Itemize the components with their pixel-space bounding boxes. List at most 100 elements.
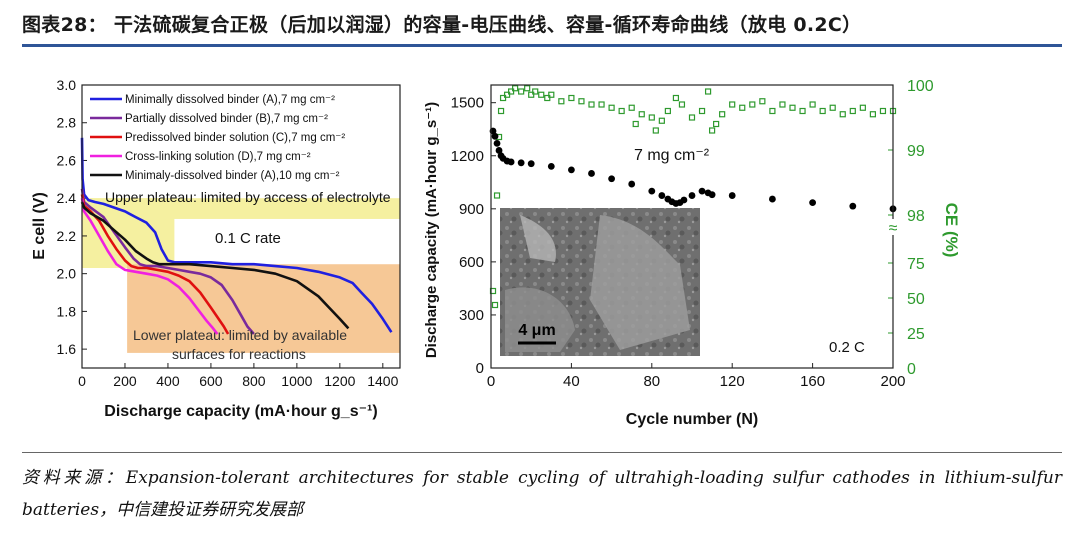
capacity-point [527, 160, 535, 168]
sem-particle [520, 215, 556, 262]
sem-particle [590, 215, 690, 350]
capacity-point [547, 162, 555, 170]
ce-point [769, 107, 776, 115]
y-tick-label: 2.8 [57, 115, 77, 131]
ce-tick-label: 98 [907, 208, 925, 225]
left-legend: Minimally dissolved binder (A),7 mg cm⁻²… [90, 94, 345, 182]
y-tick-label: 3.0 [57, 77, 77, 93]
ce-point [532, 88, 539, 95]
ce-point [638, 111, 645, 118]
legend-label-2: Partially dissolved binder (B),7 mg cm⁻² [125, 113, 328, 125]
ce-point [749, 101, 756, 108]
x-tick-label: 1200 [324, 373, 355, 389]
x-tick-label: 200 [880, 373, 905, 390]
x-tick-label: 0 [78, 373, 86, 389]
ce-point [729, 101, 736, 108]
y-tick-label: 2.4 [57, 190, 77, 206]
ce-point [698, 107, 706, 115]
ce-point [713, 120, 720, 128]
y-tick-label: 2.2 [57, 228, 77, 244]
x-tick-label: 800 [242, 373, 266, 389]
ce-point [739, 104, 746, 111]
capacity-points [489, 127, 897, 213]
x-tick-label: 80 [643, 373, 660, 390]
x-tick-label: 400 [156, 373, 180, 389]
sem-inset: 4 μm [500, 208, 700, 356]
capacity-cycle-chart: 4 μm 0 40 80 120 160 200030060090012001500989… [423, 78, 961, 428]
source-note: 资料来源：Expansion-tolerant architectures fo… [22, 468, 1062, 520]
y-tick-label: 300 [459, 307, 484, 324]
capacity-point [628, 180, 636, 188]
ce-point [789, 104, 796, 111]
x-tick-label: 200 [113, 373, 137, 389]
ce-tick-label: 99 [907, 143, 925, 160]
scale-bar-label: 4 μm [518, 322, 555, 339]
figure-title: 图表28： 干法硫碳复合正极（后加以润湿）的容量-电压曲线、容量-循环寿命曲线（… [22, 14, 862, 36]
left-x-axis-label: Discharge capacity (mA·hour g_s⁻¹) [104, 403, 377, 420]
ce-point [493, 192, 501, 199]
capacity-point [769, 195, 776, 203]
capacity-point [493, 139, 501, 147]
capacity-point [728, 192, 736, 199]
axis-break-gap [887, 219, 899, 235]
ce-point [503, 91, 511, 98]
rate-label-right: 0.2 C [829, 339, 865, 356]
ce-point [628, 104, 635, 111]
source-rule [22, 452, 1062, 453]
capacity-point [495, 147, 503, 154]
ce-point [819, 107, 826, 115]
capacity-point [658, 192, 666, 199]
x-tick-label: 1000 [281, 373, 312, 389]
y-tick-label: 2.6 [57, 152, 77, 168]
ce-point [664, 107, 671, 115]
voltage-curve-4 [80, 197, 219, 335]
ce-point [829, 104, 836, 111]
ce-point [491, 301, 499, 309]
right-x-axis-label: Cycle number (N) [626, 411, 758, 428]
ce-point [678, 101, 686, 108]
x-tick-label: 0 [487, 373, 495, 390]
ce-point [578, 98, 585, 105]
ce-point [568, 94, 575, 102]
rate-label: 0.1 C rate [215, 230, 281, 247]
ce-tick-label: 75 [907, 256, 925, 273]
ce-tick-label: 100 [907, 78, 934, 95]
capacity-point [568, 166, 575, 174]
region-upper-plateau-left [82, 198, 175, 269]
y-tick-label: 1200 [451, 148, 484, 165]
y-tick-label: 900 [459, 201, 484, 218]
capacity-point [809, 199, 816, 207]
ce-tick-label: 25 [907, 326, 925, 343]
ce-point [652, 127, 659, 134]
ce-point [508, 88, 515, 95]
y-tick-label: 600 [459, 254, 484, 271]
ce-point [704, 88, 712, 95]
ce-point [548, 91, 555, 98]
region-lower-plateau [127, 264, 401, 353]
ce-tick-label: 0 [907, 361, 916, 378]
loading-label: 7 mg cm⁻² [634, 147, 710, 164]
ce-point [869, 111, 877, 118]
legend-label-1: Minimally dissolved binder (A),7 mg cm⁻² [125, 94, 335, 106]
y-tick-label: 1.8 [57, 303, 77, 319]
sem-particle [505, 287, 575, 352]
capacity-point [680, 196, 688, 204]
voltage-capacity-chart: 0 200 400 600 800 1000 1200 1400 1.6 1.8 2.0 2.2 2.4… [31, 77, 401, 420]
lower-plateau-label-1: Lower plateau: limited by available [133, 327, 347, 343]
y-tick-label: 0 [476, 360, 484, 377]
ce-point [588, 101, 595, 108]
ce-point [809, 101, 816, 108]
ce-point [859, 104, 866, 111]
capacity-point [688, 192, 696, 199]
ce-axis-label: CE (%) [942, 203, 961, 258]
left-y-axis-label: E cell (V) [31, 192, 48, 260]
capacity-point [588, 170, 595, 177]
capacity-point [608, 175, 615, 183]
legend-label-5: Minimaly-dissolved binder (A),10 mg cm⁻² [125, 170, 340, 182]
ce-point [512, 85, 519, 92]
voltage-curve-1 [80, 137, 393, 333]
capacity-point [517, 159, 525, 167]
ce-point [538, 91, 545, 98]
legend-label-3: Predissolved binder solution (C),7 mg cm… [125, 132, 345, 144]
